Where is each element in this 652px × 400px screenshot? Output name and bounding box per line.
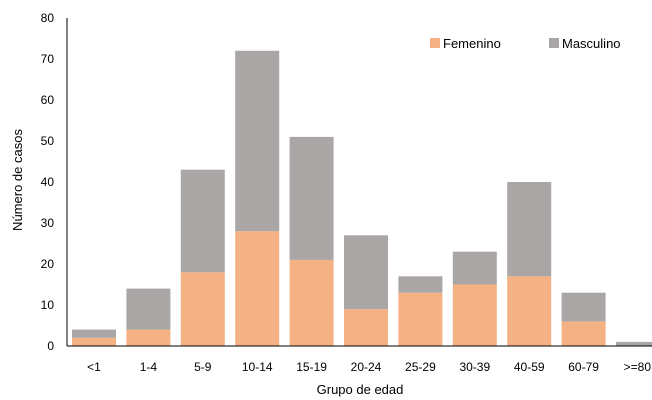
- bar-masculino-0: [72, 329, 116, 338]
- x-tick-label: 40-59: [514, 360, 545, 374]
- bar-masculino-6: [398, 276, 443, 293]
- bar-masculino-1: [126, 288, 171, 330]
- y-tick-label: 30: [41, 216, 55, 230]
- x-tick-label: 60-79: [568, 360, 599, 374]
- y-tick-label: 60: [41, 93, 55, 107]
- x-tick-label: 30-39: [459, 360, 490, 374]
- y-axis-title: Número de casos: [10, 129, 25, 231]
- x-tick-label: 10-14: [242, 360, 273, 374]
- y-tick-label: 70: [41, 52, 55, 66]
- y-tick-label: 80: [41, 11, 55, 25]
- legend-label-femenino: Femenino: [443, 36, 501, 51]
- legend: Femenino Masculino: [430, 36, 621, 51]
- y-tick-label: 40: [41, 175, 55, 189]
- bar-masculino-2: [180, 169, 225, 273]
- legend-label-masculino: Masculino: [562, 36, 621, 51]
- y-tick-label: 0: [47, 339, 54, 353]
- bar-masculino-4: [289, 136, 334, 260]
- bar-femenino-9: [561, 321, 606, 346]
- legend-swatch-masculino: [549, 38, 559, 48]
- y-tick-label: 50: [41, 134, 55, 148]
- bar-femenino-6: [398, 292, 443, 346]
- x-tick-label: 5-9: [194, 360, 212, 374]
- x-tick-labels: <1 1-4 5-9 10-14 15-19 20-24 25-29 30-39 40-59 60…: [87, 360, 651, 374]
- bar-femenino-1: [126, 329, 171, 346]
- bar-masculino-3: [235, 50, 280, 232]
- x-tick-label: 20-24: [351, 360, 382, 374]
- bar-femenino-7: [452, 284, 497, 346]
- bar-femenino-8: [507, 276, 552, 346]
- bar-femenino-5: [344, 309, 388, 346]
- y-tick-labels: 0 10 20 30 40 50 60 70 80: [41, 11, 55, 353]
- bar-femenino-3: [235, 231, 280, 346]
- bar-femenino-4: [289, 259, 334, 346]
- bar-masculino-7: [452, 251, 497, 285]
- x-tick-label: 25-29: [405, 360, 436, 374]
- bar-femenino-2: [180, 272, 225, 346]
- axes-layer: [66, 18, 652, 347]
- bar-masculino-5: [344, 235, 388, 310]
- x-tick-label: >=80: [624, 360, 652, 374]
- bar-masculino-9: [561, 292, 606, 322]
- x-axis-title: Grupo de edad: [317, 382, 404, 397]
- legend-swatch-femenino: [430, 38, 440, 48]
- y-tick-label: 10: [41, 298, 55, 312]
- x-tick-label: 1-4: [140, 360, 158, 374]
- bar-masculino-8: [507, 182, 552, 277]
- bar-femenino-0: [72, 337, 116, 346]
- y-tick-label: 20: [41, 257, 55, 271]
- bar-masculino-10: [616, 341, 652, 346]
- x-tick-label: <1: [87, 360, 101, 374]
- x-tick-label: 15-19: [296, 360, 327, 374]
- bars-layer: [72, 50, 652, 346]
